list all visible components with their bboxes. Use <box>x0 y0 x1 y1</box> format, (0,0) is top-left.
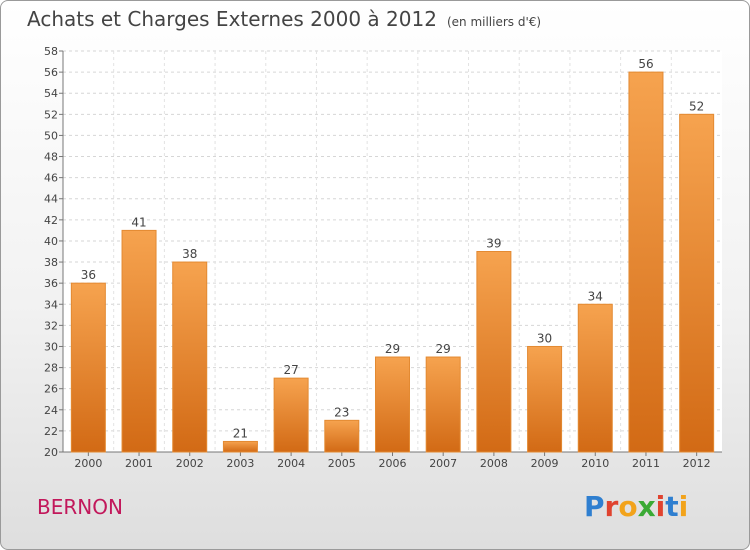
x-tick-label: 2009 <box>531 457 559 470</box>
bar-2002 <box>172 261 208 453</box>
y-tick-label: 36 <box>44 277 58 290</box>
bar-2000 <box>70 282 106 453</box>
y-tick-label: 42 <box>44 214 58 227</box>
data-label-2000: 36 <box>81 268 96 282</box>
bar-2012 <box>679 113 715 453</box>
x-tick-label: 2000 <box>74 457 102 470</box>
data-label-2006: 29 <box>385 342 400 356</box>
data-label-2009: 30 <box>537 331 552 345</box>
y-tick-label: 22 <box>44 425 58 438</box>
logo-letter: r <box>604 490 619 523</box>
x-tick-label: 2007 <box>429 457 457 470</box>
data-label-2012: 52 <box>689 99 704 113</box>
x-tick-label: 2004 <box>277 457 305 470</box>
chart-title-text: Achats et Charges Externes 2000 à 2012 <box>27 7 437 31</box>
logo-letter: P <box>584 490 605 523</box>
x-tick-label: 2011 <box>632 457 660 470</box>
y-tick-label: 38 <box>44 256 58 269</box>
proxiti-logo: Proxiti <box>584 490 688 523</box>
y-tick-label: 54 <box>44 87 58 100</box>
y-tick-label: 48 <box>44 151 58 164</box>
data-label-2005: 23 <box>334 405 349 419</box>
chart-title: Achats et Charges Externes 2000 à 2012 (e… <box>27 7 541 31</box>
y-tick-label: 52 <box>44 108 58 121</box>
bars <box>70 71 715 453</box>
bar-2007 <box>425 356 461 453</box>
bar-2006 <box>375 356 410 453</box>
commune-name: BERNON <box>37 495 123 519</box>
y-tick-label: 34 <box>44 298 58 311</box>
y-tick-label: 28 <box>44 362 58 375</box>
x-tick-label: 2003 <box>226 457 254 470</box>
y-tick-label: 32 <box>44 319 58 332</box>
y-tick-label: 46 <box>44 172 58 185</box>
y-tick-label: 20 <box>44 446 58 459</box>
x-tick-label: 2001 <box>125 457 153 470</box>
y-tick-label: 44 <box>44 193 58 206</box>
bar-2008 <box>476 251 512 453</box>
data-label-2002: 38 <box>182 247 197 261</box>
data-label-2001: 41 <box>131 215 146 229</box>
bar-2005 <box>324 419 360 453</box>
y-tick-label: 24 <box>44 404 58 417</box>
y-tick-label: 58 <box>44 45 58 58</box>
x-tick-label: 2008 <box>480 457 508 470</box>
data-label-2007: 29 <box>436 342 451 356</box>
x-tick-label: 2005 <box>328 457 356 470</box>
x-tick-label: 2010 <box>581 457 609 470</box>
data-label-2011: 56 <box>638 57 653 71</box>
x-tick-label: 2006 <box>379 457 407 470</box>
bar-2011 <box>628 71 664 453</box>
logo-letter: i <box>678 490 689 523</box>
logo-letter: i <box>655 490 666 523</box>
data-label-2004: 27 <box>283 363 298 377</box>
bar-2003 <box>222 440 258 453</box>
x-tick-label: 2012 <box>683 457 711 470</box>
bar-2009 <box>527 345 563 453</box>
labels: 36 2000 41 2001 38 2002 21 2003 27 2004 23 2005 29 20… <box>74 57 710 470</box>
y-tick-label: 50 <box>44 129 58 142</box>
x-tick-label: 2002 <box>176 457 204 470</box>
y-tick-label: 30 <box>44 340 58 353</box>
bar-2004 <box>273 377 309 453</box>
y-tick-label: 26 <box>44 383 58 396</box>
data-label-2003: 21 <box>233 426 248 440</box>
logo-letter: t <box>665 490 679 523</box>
logo-letter: o <box>618 490 638 523</box>
bar-2010 <box>577 303 613 453</box>
bar-2001 <box>121 229 157 453</box>
chart-unit: (en milliers d'€) <box>446 15 542 29</box>
y-tick-label: 40 <box>44 235 58 248</box>
data-label-2010: 34 <box>588 289 603 303</box>
data-label-2008: 39 <box>486 237 501 251</box>
y-tick-label: 56 <box>44 66 58 79</box>
logo-letter: x <box>637 490 656 523</box>
